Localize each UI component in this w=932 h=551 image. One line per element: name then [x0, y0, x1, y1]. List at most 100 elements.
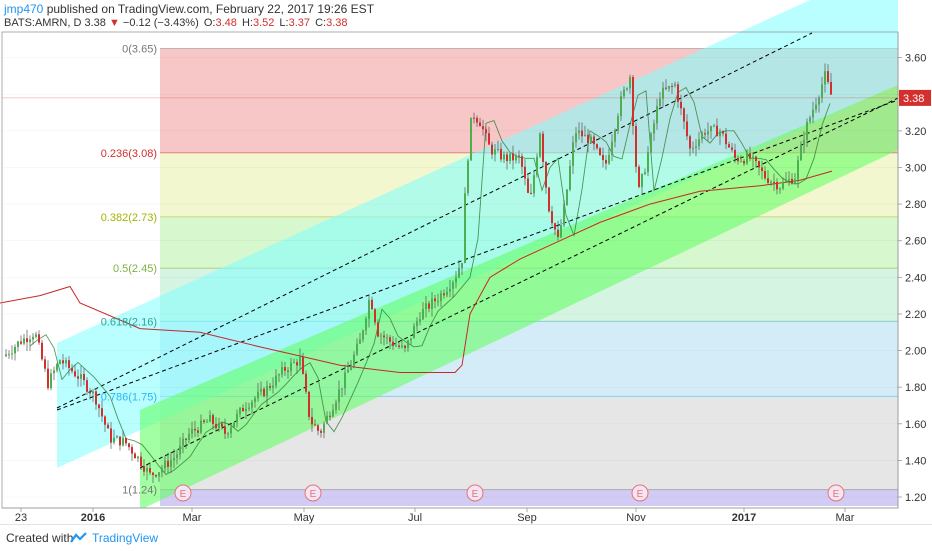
- open-label: O:: [203, 17, 216, 29]
- candle-body: [779, 188, 781, 190]
- candle-body: [545, 161, 547, 188]
- candle-body: [605, 160, 607, 164]
- candle-body: [254, 398, 256, 403]
- candle-body: [320, 430, 322, 433]
- candle-body: [47, 368, 49, 389]
- candle-body: [155, 474, 157, 477]
- candle-body: [389, 337, 391, 342]
- candle-body: [293, 362, 295, 364]
- plot-frame: [1, 31, 899, 509]
- price-tick-label: 1.20: [905, 492, 926, 504]
- candle-body: [632, 77, 634, 127]
- candle-body: [512, 153, 514, 161]
- price-tick-label: 3.20: [905, 126, 926, 138]
- grid: [2, 57, 898, 498]
- candle-body: [116, 436, 118, 438]
- candle-body: [701, 133, 703, 140]
- candle-body: [302, 356, 304, 374]
- candle-body: [557, 229, 559, 237]
- candle-body: [296, 362, 298, 366]
- channel-midline-upper: [56, 99, 899, 411]
- candle-body: [800, 145, 802, 161]
- candle-body: [299, 356, 301, 366]
- publish-info: published on TradingView.com, February 2…: [46, 2, 375, 16]
- candle-body: [26, 338, 28, 343]
- candle-body: [44, 359, 46, 369]
- candle-body: [590, 136, 592, 144]
- price-tick-label: 2.20: [905, 309, 926, 321]
- candle-body: [542, 133, 544, 162]
- candle-body: [428, 303, 430, 309]
- candle-body: [563, 204, 565, 226]
- candle-body: [467, 160, 469, 194]
- candle-body: [455, 277, 457, 283]
- candle-body: [38, 334, 40, 343]
- candle-body: [416, 321, 418, 327]
- candle-body: [494, 149, 496, 155]
- candle-body: [824, 71, 826, 85]
- candle-body: [11, 353, 13, 355]
- candle-body: [374, 309, 376, 323]
- candle-body: [62, 360, 64, 364]
- candle-body: [806, 121, 808, 140]
- candle-body: [410, 338, 412, 341]
- candle-body: [617, 116, 619, 131]
- candle-body: [119, 436, 121, 446]
- candle-body: [482, 126, 484, 130]
- candle-body: [629, 77, 631, 89]
- candle-body: [344, 372, 346, 389]
- last-price-label: 3.38: [903, 93, 924, 105]
- candle-body: [821, 84, 823, 98]
- candles: [5, 63, 832, 484]
- fib-label: 0.382(2.73): [101, 212, 157, 224]
- time-tick-label: 23: [15, 512, 27, 524]
- footer: Created with TradingView: [0, 524, 932, 551]
- symbol-name[interactable]: BATS:AMRN, D: [4, 17, 82, 29]
- candle-body: [647, 151, 649, 173]
- candle-body: [275, 375, 277, 386]
- moving-averages: [0, 86, 833, 476]
- candle-body: [440, 293, 442, 302]
- candle-body: [740, 160, 742, 162]
- candle-body: [146, 468, 148, 472]
- open-value: 3.48: [215, 17, 237, 29]
- candle-body: [785, 180, 787, 183]
- earnings-label: E: [833, 489, 840, 500]
- candle-body: [446, 291, 448, 296]
- price-tick-label: 3.60: [905, 53, 926, 65]
- candle-body: [14, 346, 16, 354]
- candle-body: [338, 389, 340, 403]
- candle-body: [305, 373, 307, 392]
- candle-body: [239, 407, 241, 414]
- candle-body: [530, 192, 532, 194]
- candle-body: [278, 374, 280, 376]
- candle-body: [149, 468, 151, 473]
- time-axis-bg: [2, 508, 898, 524]
- candle-body: [68, 360, 70, 368]
- channel-upper-band: [57, 0, 898, 468]
- candle-body: [281, 367, 283, 375]
- candle-body: [401, 345, 403, 347]
- candle-body: [818, 97, 820, 105]
- candle-body: [140, 456, 142, 467]
- candle-body: [566, 189, 568, 205]
- candle-body: [158, 472, 160, 477]
- candle-body: [380, 335, 382, 337]
- candle-body: [89, 391, 91, 394]
- candle-body: [308, 391, 310, 417]
- channel-upper-midline: [56, 32, 813, 409]
- candle-body: [623, 89, 625, 97]
- time-tick-label: 2016: [81, 512, 105, 524]
- candle-body: [377, 322, 379, 337]
- author-name[interactable]: jmp470: [4, 2, 44, 16]
- fib-label: 0.5(2.45): [113, 263, 157, 275]
- candle-body: [638, 166, 640, 187]
- candle-body: [170, 460, 172, 467]
- price-tick-label: 2.40: [905, 272, 926, 284]
- candle-body: [506, 154, 508, 162]
- candle-body: [188, 433, 190, 440]
- candle-body: [20, 341, 22, 344]
- candle-body: [767, 178, 769, 183]
- tradingview-brand[interactable]: TradingView: [92, 531, 159, 545]
